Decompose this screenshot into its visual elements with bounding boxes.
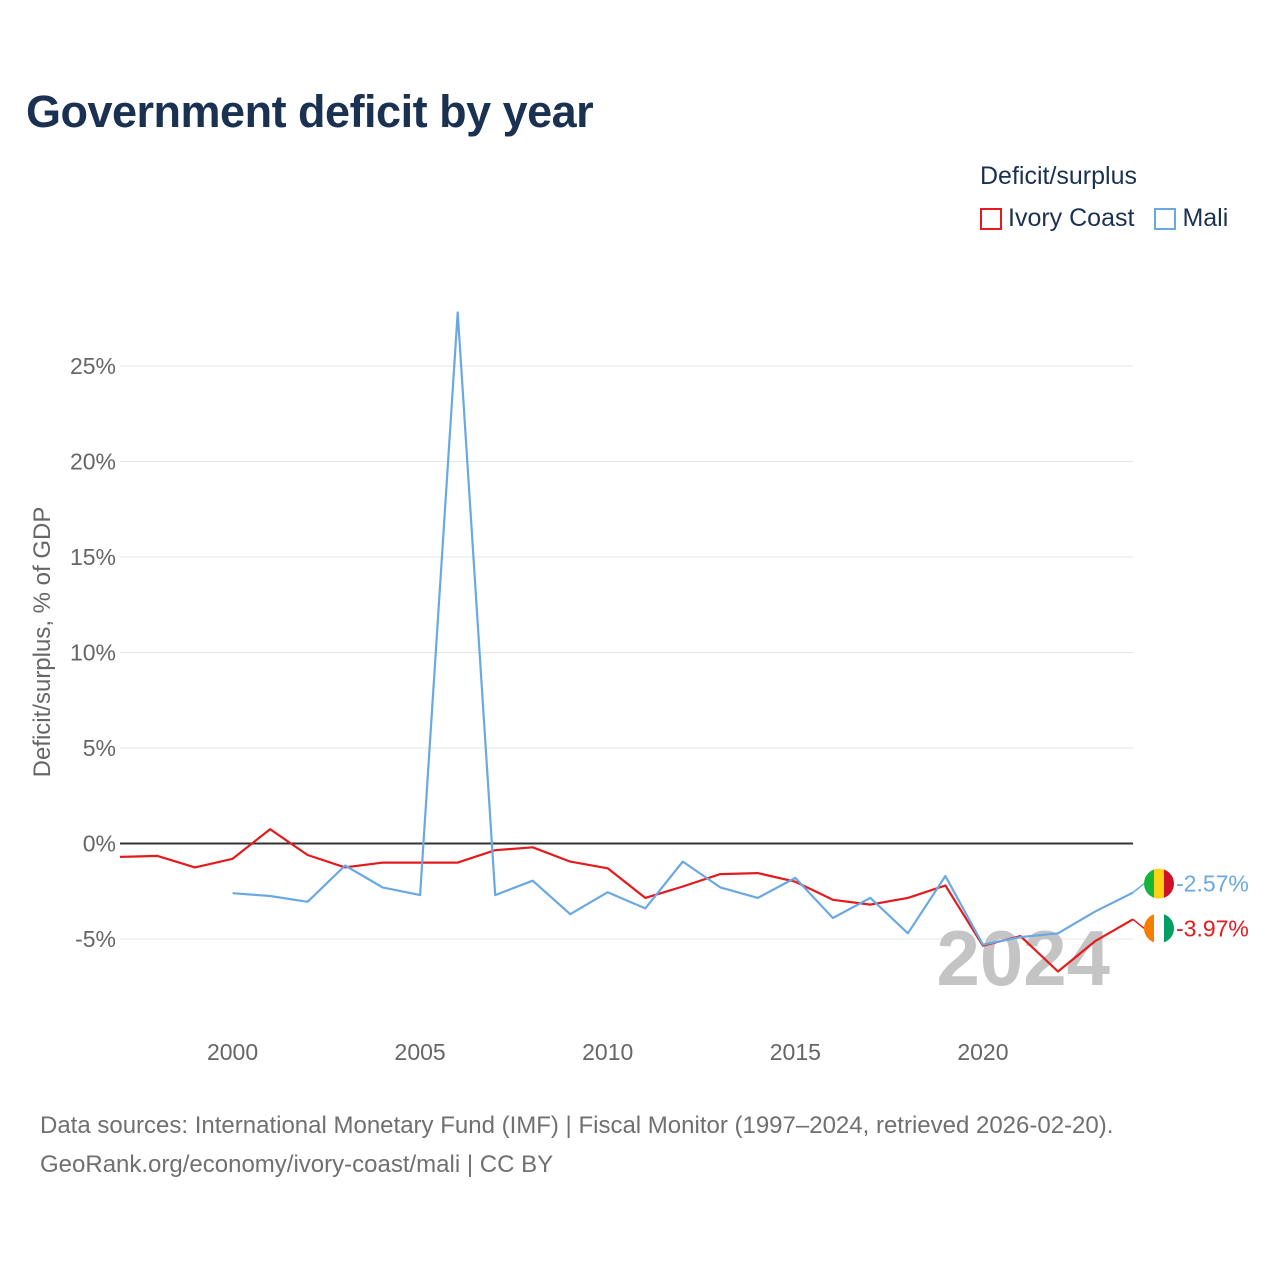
- series-end-markers: -3.97% -2.57%: [1132, 868, 1249, 944]
- end-connector: [1132, 883, 1145, 894]
- legend-swatch-mali: [1154, 207, 1177, 230]
- series-lines: [119, 311, 1134, 973]
- x-tick-label: 2010: [582, 1039, 633, 1065]
- gridlines: [120, 365, 1133, 940]
- legend: Ivory Coast Mali: [980, 204, 1228, 233]
- legend-swatch-ivory-coast: [980, 207, 1002, 230]
- flag-icon: [1144, 868, 1174, 899]
- flag-stripe: [1164, 913, 1174, 944]
- series-line-mali: [232, 311, 1134, 946]
- y-axis-label: Deficit/surplus, % of GDP: [29, 507, 56, 778]
- flag-stripe: [1144, 868, 1155, 899]
- x-tick-label: 2000: [207, 1039, 258, 1065]
- end-value-label: -3.97%: [1176, 915, 1249, 941]
- y-tick-label: 15%: [70, 544, 116, 570]
- end-value-label: -2.57%: [1176, 871, 1249, 897]
- flag-stripe: [1154, 913, 1165, 944]
- y-tick-label: 0%: [83, 831, 116, 857]
- y-tick-label: 20%: [70, 449, 116, 475]
- watermark-year: 2024: [936, 914, 1110, 1002]
- flag-stripe: [1164, 868, 1174, 899]
- end-connector: [1132, 918, 1145, 929]
- series-line-ivory-coast: [119, 828, 1134, 973]
- y-axis-ticks: -5% 0% 5% 10% 15% 20% 25%: [70, 353, 116, 952]
- y-tick-label: 25%: [70, 353, 116, 379]
- flag-icon: [1144, 913, 1174, 944]
- legend-title: Deficit/surplus: [980, 162, 1137, 190]
- legend-item-ivory-coast[interactable]: Ivory Coast: [980, 204, 1134, 233]
- y-tick-label: -5%: [75, 926, 116, 952]
- y-tick-label: 5%: [83, 735, 116, 761]
- legend-label-ivory-coast: Ivory Coast: [1008, 204, 1135, 232]
- source-line-1: Data sources: International Monetary Fun…: [40, 1112, 1114, 1139]
- source-note: Data sources: International Monetary Fun…: [40, 1106, 1113, 1184]
- x-tick-label: 2015: [770, 1039, 821, 1065]
- x-tick-label: 2020: [957, 1039, 1008, 1065]
- flag-stripe: [1154, 868, 1165, 899]
- x-axis-ticks: 2000 2005 2010 2015 2020: [207, 1039, 1009, 1065]
- legend-item-mali[interactable]: Mali: [1154, 204, 1228, 233]
- y-tick-label: 10%: [70, 640, 116, 666]
- chart-title: Government deficit by year: [26, 86, 594, 137]
- source-line-2[interactable]: GeoRank.org/economy/ivory-coast/mali | C…: [40, 1151, 554, 1178]
- legend-label-mali: Mali: [1182, 204, 1229, 232]
- flag-stripe: [1144, 913, 1155, 944]
- x-tick-label: 2005: [395, 1039, 446, 1065]
